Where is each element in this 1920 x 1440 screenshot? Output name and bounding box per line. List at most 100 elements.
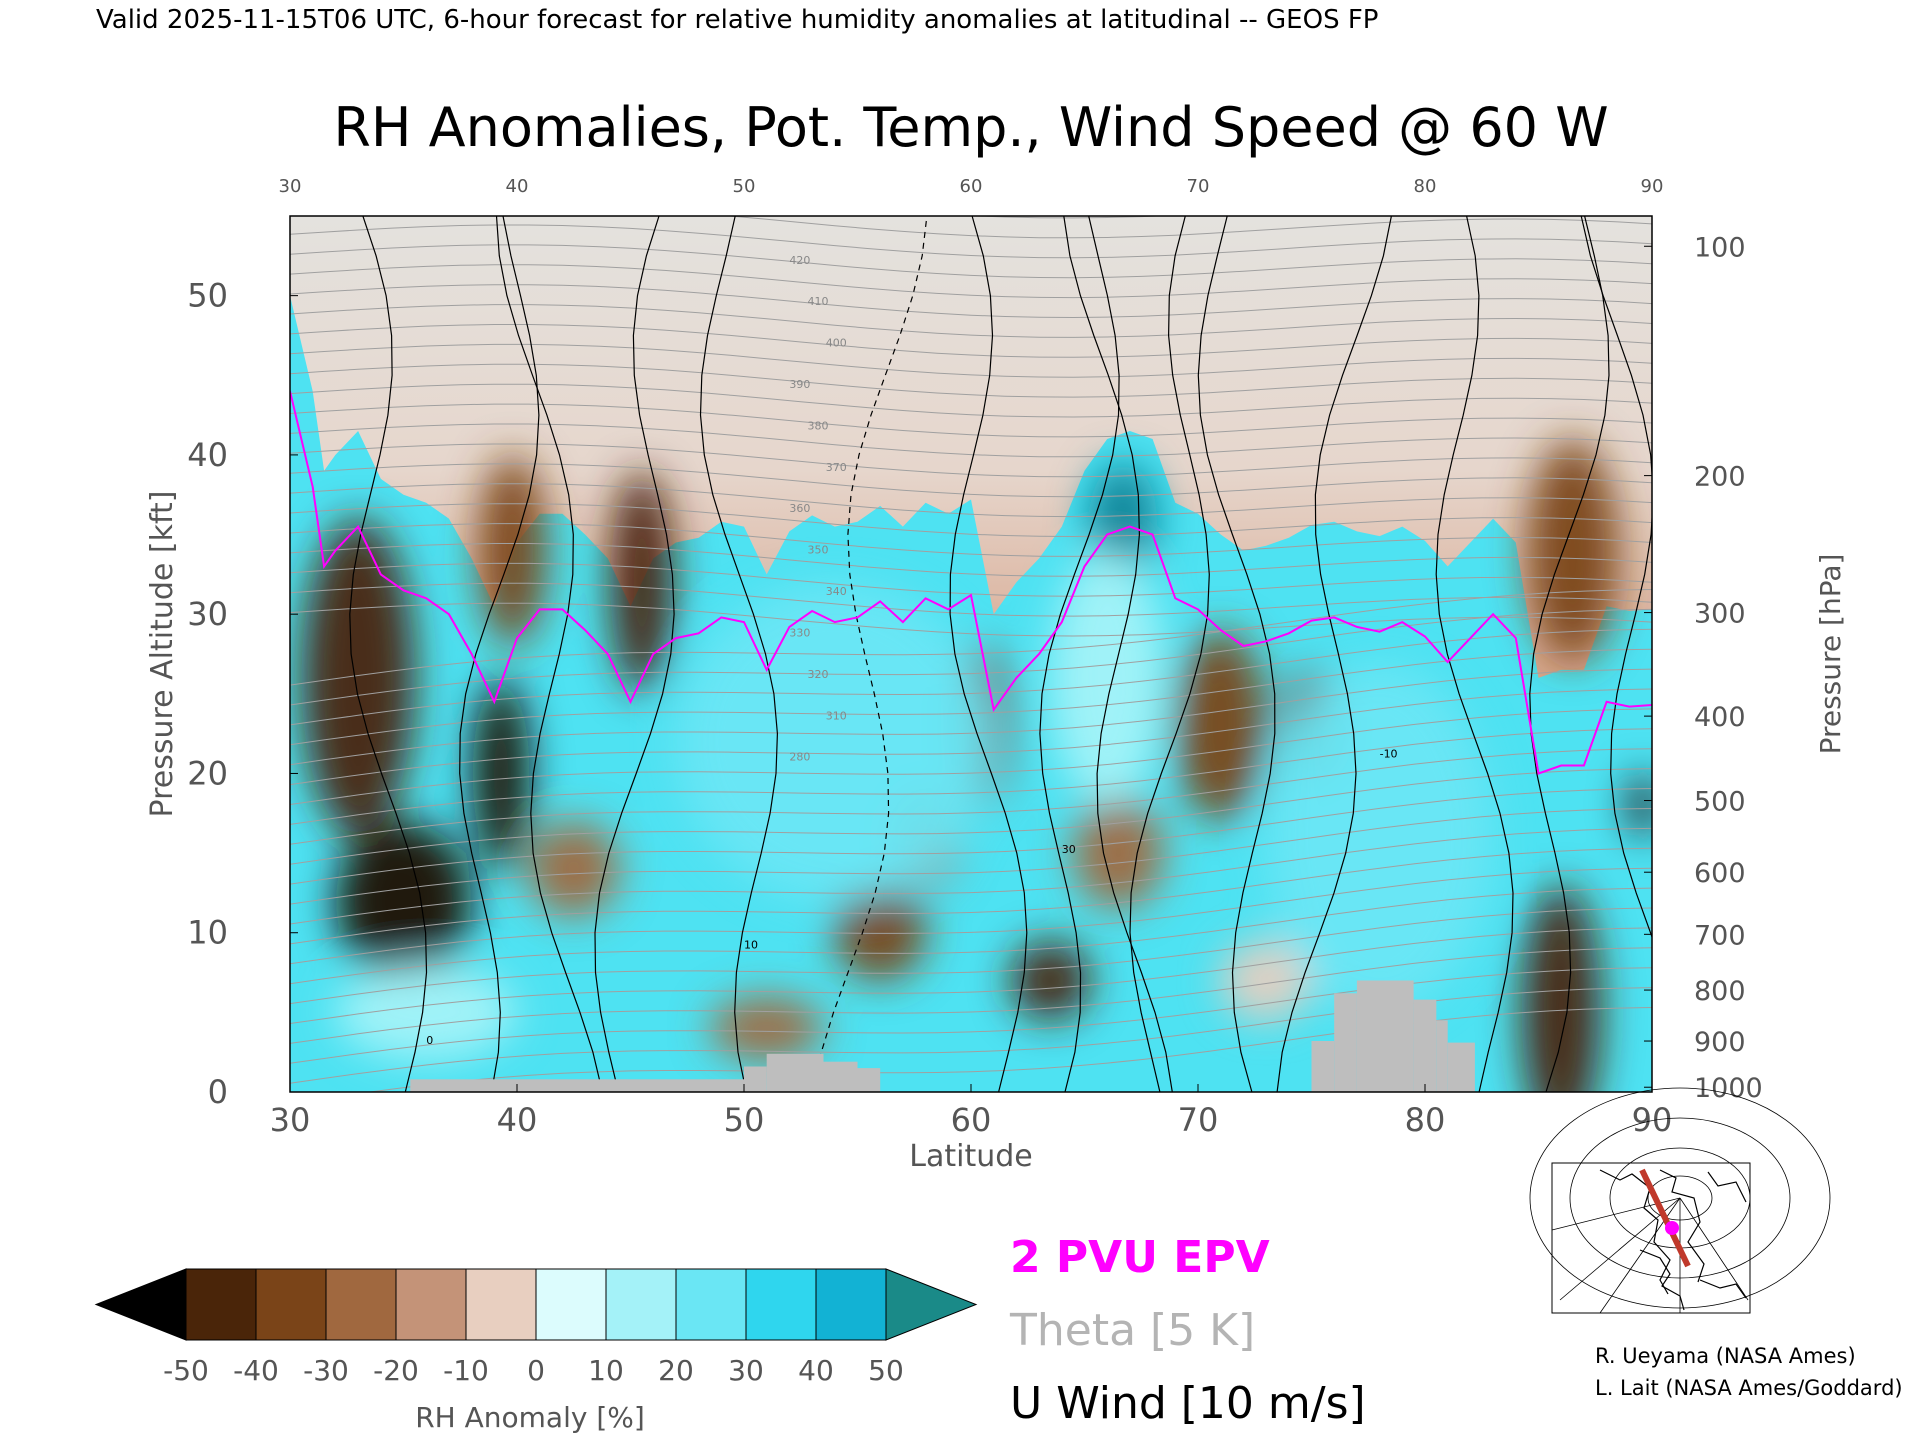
x-tick-top-label: 30	[279, 176, 302, 197]
rh-anomaly-feature	[1527, 439, 1618, 662]
terrain-block	[410, 1079, 744, 1092]
y-tick-label: 50	[187, 277, 228, 315]
rh-anomaly-feature	[1521, 885, 1601, 1092]
terrain-block	[1447, 1042, 1475, 1092]
theta-contour	[290, 244, 1652, 279]
theta-contour	[724, 216, 1652, 239]
theta-contour	[290, 602, 1652, 637]
colorbar-swatch	[605, 1268, 677, 1341]
colorbar-swatch	[815, 1268, 887, 1341]
u-wind-contour	[1435, 216, 1514, 1092]
colorbar-tick-label: -10	[443, 1354, 489, 1387]
colorbar-tick-label: 50	[868, 1354, 904, 1387]
y-tick-label: 0	[208, 1073, 228, 1111]
theta-contour	[290, 343, 1652, 378]
colorbar-tick-label: 20	[658, 1354, 694, 1387]
colorbar-tick-label: 30	[728, 1354, 764, 1387]
theta-contour	[290, 788, 1652, 885]
colorbar-tick-label: -50	[163, 1354, 209, 1387]
rh-anomaly-feature	[335, 821, 472, 981]
terrain-block	[744, 1066, 767, 1092]
theta-contour	[290, 668, 1652, 766]
theta-contour	[290, 827, 1652, 925]
colorbar-swatch	[675, 1268, 747, 1341]
theta-contour	[290, 728, 1652, 825]
terrain-block	[1436, 1020, 1448, 1092]
colorbar-swatch	[395, 1268, 467, 1341]
theta-contour	[290, 907, 1652, 1005]
y-axis-label: Pressure Altitude [kft]	[145, 491, 180, 818]
terrain	[410, 980, 1475, 1092]
theta-label: 320	[808, 668, 829, 681]
pressure-tick-label: 100	[1694, 232, 1746, 263]
theta-contour	[290, 608, 1652, 706]
u-wind-contour	[949, 216, 1028, 1092]
u-wind-contour	[812, 216, 928, 1092]
x-tick-top-label: 60	[960, 176, 983, 197]
u-wind-contour	[495, 216, 603, 1092]
rh-anomaly-feature	[335, 964, 517, 1061]
theta-contour	[290, 562, 1652, 597]
theta-contour	[290, 383, 1652, 418]
theta-contour	[290, 808, 1652, 905]
rh-anomaly-feature	[472, 677, 530, 870]
theta-contour	[290, 503, 1652, 538]
rh-anomaly-feature	[1175, 630, 1267, 822]
pressure-tick-label: 600	[1694, 858, 1746, 889]
theta-contour	[290, 264, 1652, 299]
legend-epv: 2 PVU EPV	[1010, 1232, 1270, 1283]
rh-anomaly-feature	[1266, 662, 1494, 1013]
wind-label: 0	[426, 1034, 433, 1047]
pressure-tick-label: 900	[1694, 1027, 1746, 1058]
x-tick-top-label: 90	[1641, 176, 1664, 197]
u-wind-contour	[459, 216, 540, 1092]
colorbar-swatch	[465, 1268, 537, 1341]
u-wind-contour	[349, 216, 428, 1092]
u-wind-contours: 0 10 30 -10	[349, 216, 1652, 1092]
terrain-block	[1334, 993, 1357, 1092]
locator-map-marker	[1665, 1221, 1679, 1235]
theta-contour	[290, 867, 1652, 965]
pressure-tick-label: 200	[1694, 462, 1746, 493]
u-wind-contour	[594, 216, 675, 1092]
theta-contour	[290, 324, 1652, 358]
rh-anomaly-feature	[675, 582, 994, 901]
colorbar-swatch	[185, 1268, 257, 1341]
locator-map-coastlines	[1599, 1169, 1747, 1311]
theta-contour	[290, 543, 1652, 577]
theta-label: 350	[808, 544, 829, 557]
colorbar-label: RH Anomaly [%]	[415, 1401, 645, 1434]
x-tick-label: 50	[724, 1101, 765, 1139]
theta-contour	[290, 887, 1652, 985]
colorbar-swatch	[535, 1268, 607, 1341]
wind-label: -10	[1380, 748, 1398, 761]
theta-contour	[290, 708, 1652, 805]
theta-label: 380	[808, 419, 829, 432]
theta-contour	[290, 748, 1652, 845]
theta-contour	[290, 463, 1652, 498]
theta-label: 340	[826, 585, 847, 598]
x-axis-label: Latitude	[909, 1139, 1032, 1174]
terrain-block	[766, 1053, 824, 1092]
terrain-block	[1356, 980, 1414, 1092]
theta-contour	[290, 403, 1652, 438]
wind-label: 30	[1062, 843, 1076, 856]
y-tick-label: 20	[187, 754, 228, 792]
theta-contour	[290, 483, 1652, 518]
colorbar-tick-label: 0	[527, 1354, 545, 1387]
x-tick-top-label: 70	[1187, 176, 1210, 197]
theta-contour	[290, 224, 1652, 259]
theta-label: 310	[826, 709, 847, 722]
theta-contour	[290, 927, 1652, 1024]
credit-line-2: L. Lait (NASA Ames/Goddard)	[1595, 1376, 1903, 1400]
terrain-block	[1413, 999, 1437, 1092]
theta-contour	[290, 304, 1652, 338]
u-wind-contour	[1529, 216, 1610, 1092]
theta-contour	[290, 967, 1652, 1064]
terrain-block	[857, 1068, 881, 1092]
u-wind-contour	[1039, 216, 1120, 1092]
rh-anomaly-feature	[1073, 797, 1164, 909]
legend-theta: Theta [5 K]	[1009, 1305, 1255, 1356]
wind-label: 10	[744, 939, 758, 952]
